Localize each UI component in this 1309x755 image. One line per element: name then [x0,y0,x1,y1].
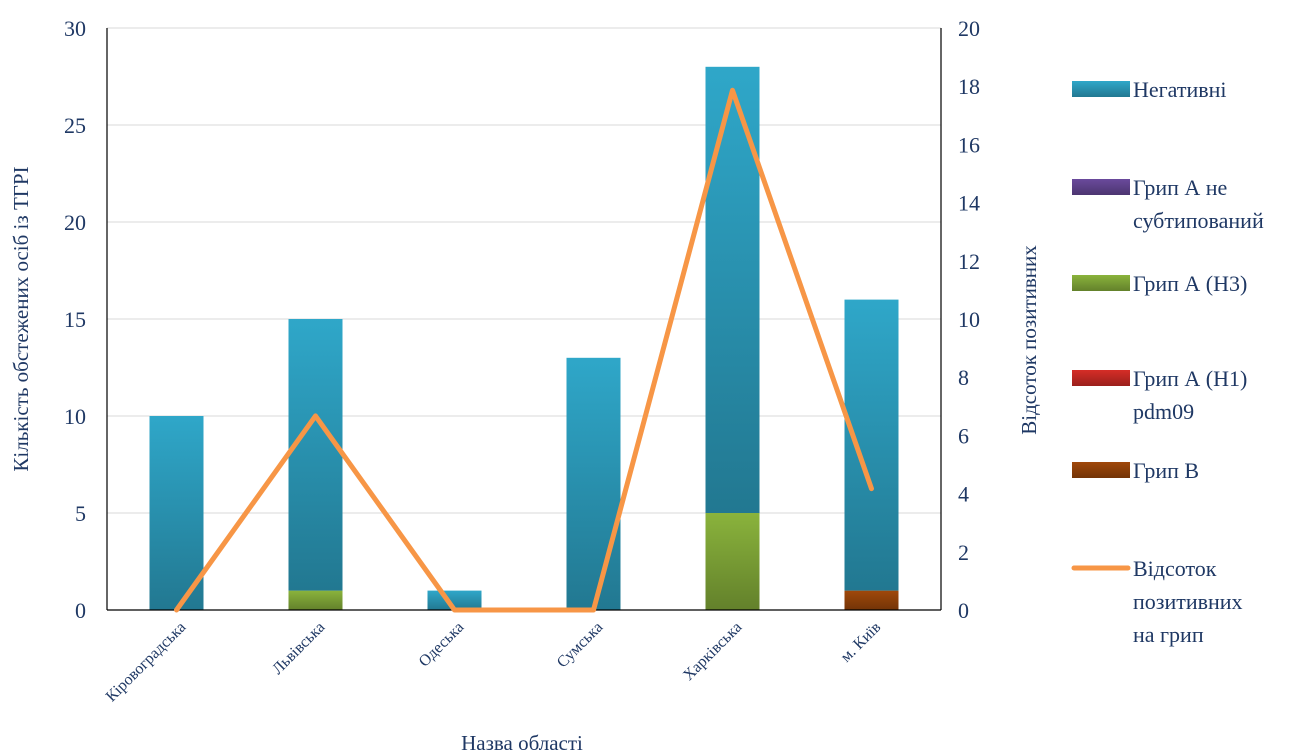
bar-segment [288,590,343,610]
legend-label: Грип А (H1) [1133,366,1247,391]
y2-tick-label: 18 [958,74,980,99]
y2-tick-label: 12 [958,249,980,274]
legend-item: Грип А (H3) [1072,271,1247,296]
legend-label: на грип [1133,622,1204,647]
x-tick-label: Харківська [680,619,745,684]
x-tick-label: Львівська [269,619,328,678]
legend-item: Грип В [1072,458,1199,483]
y2-tick-label: 4 [958,482,969,507]
bar-segment [149,416,204,610]
y2-axis-ticks: 0 2 4 6 8 10 12 14 16 18 20 [958,16,980,623]
y-tick-label: 25 [64,113,86,138]
y-tick-label: 5 [75,501,86,526]
y2-tick-label: 8 [958,365,969,390]
x-axis-title: Назва області [461,731,583,755]
bar-segment [288,319,343,591]
y2-tick-label: 16 [958,132,980,157]
legend-label: Грип А (H3) [1133,271,1247,296]
bar-segment [844,590,899,610]
y2-tick-label: 10 [958,307,980,332]
legend-item: Відсоток позитивних на грип [1071,556,1243,647]
legend-label: Негативні [1133,77,1227,102]
x-tick-label: Сумська [554,619,606,671]
legend-item: Грип А (H1) pdm09 [1072,366,1247,424]
legend-swatch [1072,462,1130,478]
legend-swatch [1072,81,1130,97]
y-axis-title: Кількість обстежених осіб із ТГРІ [9,166,33,471]
y-tick-label: 0 [75,598,86,623]
y-tick-label: 30 [64,16,86,41]
bar-segment [844,299,899,591]
legend-label: pdm09 [1133,399,1194,424]
legend-swatch [1072,275,1130,291]
bar-segment [705,513,760,610]
y2-tick-label: 2 [958,540,969,565]
grid-lines [107,27,941,514]
y2-tick-label: 6 [958,423,969,448]
bars [149,66,899,610]
y-axis-ticks: 0 5 10 15 20 25 30 [64,16,86,623]
bar-segment [427,590,482,610]
legend-label: позитивних [1133,589,1243,614]
percent-line [174,87,874,613]
legend: Негативні Грип А не субтипований Грип А (H3… [1071,77,1264,647]
x-tick-label: м. Київ [837,618,884,665]
bar-segment [566,357,621,610]
x-tick-label: Одеська [416,619,468,671]
x-axis-ticks: Кіровоградська Львівська Одеська Сумська Хар… [103,618,885,705]
legend-label: Грип А не [1133,175,1227,200]
legend-item: Негативні [1072,77,1227,102]
y2-tick-label: 14 [958,191,980,216]
legend-label: субтипований [1133,208,1264,233]
percent-positive-line [174,87,874,613]
y-tick-label: 15 [64,307,86,332]
y-tick-label: 10 [64,404,86,429]
legend-swatch [1072,370,1130,386]
legend-label: Грип В [1133,458,1199,483]
legend-label: Відсоток [1133,556,1217,581]
legend-swatch [1072,179,1130,195]
x-tick-label: Кіровоградська [103,619,190,706]
y-tick-label: 20 [64,210,86,235]
y2-tick-label: 20 [958,16,980,41]
y2-tick-label: 0 [958,598,969,623]
legend-item: Грип А не субтипований [1072,175,1264,233]
y2-axis-title: Відсоток позитивних [1017,245,1041,435]
bar-segment [705,66,760,514]
